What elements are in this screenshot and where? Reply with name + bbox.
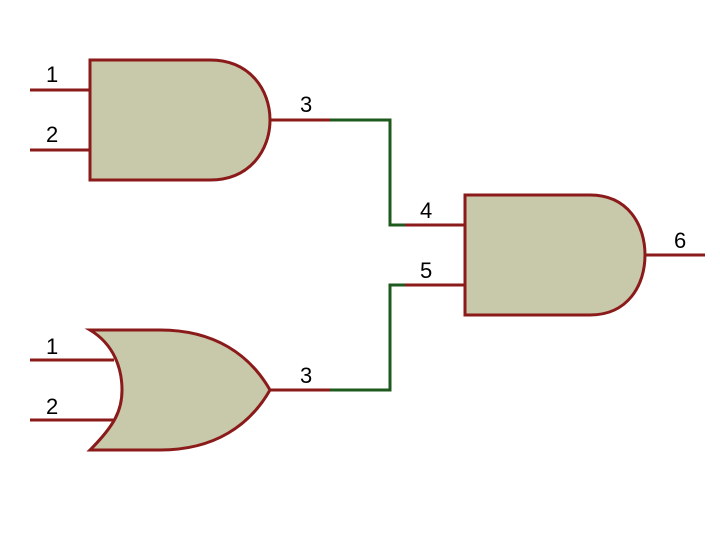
- and-gate-1-input-label-2: 2: [46, 122, 58, 147]
- and-gate-1-input-label-1: 1: [46, 62, 58, 87]
- wire-and1-to-and2: [330, 118, 405, 227]
- wire-or1-to-and2: [330, 283, 405, 392]
- or-gate-1-output-label: 3: [300, 363, 312, 388]
- or-gate-1-body: [84, 328, 272, 452]
- or-gate-1-input-label-1: 1: [46, 334, 58, 359]
- and-gate-2-output-label: 6: [674, 228, 686, 253]
- and-gate-2-body: [463, 193, 647, 317]
- and-gate-2: 4 5 6: [405, 193, 705, 317]
- and-gate-2-input-label-4: 4: [420, 198, 432, 223]
- or-gate-1: 1 2 3: [30, 328, 330, 452]
- and-gate-1-body: [88, 58, 272, 182]
- and-gate-1-output-label: 3: [300, 92, 312, 117]
- and-gate-1: 1 2 3: [30, 58, 330, 182]
- and-gate-2-input-label-5: 5: [420, 258, 432, 283]
- or-gate-1-input-label-2: 2: [46, 394, 58, 419]
